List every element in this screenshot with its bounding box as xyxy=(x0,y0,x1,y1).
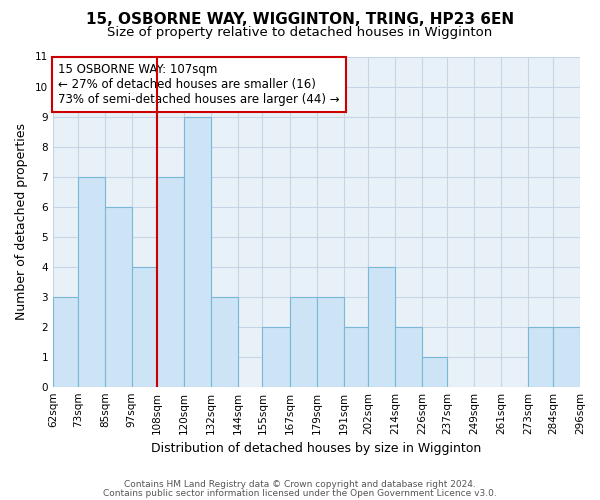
Bar xyxy=(395,326,422,386)
Bar xyxy=(184,116,211,386)
Bar xyxy=(528,326,553,386)
Text: Size of property relative to detached houses in Wigginton: Size of property relative to detached ho… xyxy=(107,26,493,39)
Text: 15 OSBORNE WAY: 107sqm
← 27% of detached houses are smaller (16)
73% of semi-det: 15 OSBORNE WAY: 107sqm ← 27% of detached… xyxy=(58,63,340,106)
Bar xyxy=(78,176,105,386)
Bar xyxy=(105,206,132,386)
Text: 15, OSBORNE WAY, WIGGINTON, TRING, HP23 6EN: 15, OSBORNE WAY, WIGGINTON, TRING, HP23 … xyxy=(86,12,514,28)
Text: Contains HM Land Registry data © Crown copyright and database right 2024.: Contains HM Land Registry data © Crown c… xyxy=(124,480,476,489)
Bar xyxy=(317,296,344,386)
Text: Contains public sector information licensed under the Open Government Licence v3: Contains public sector information licen… xyxy=(103,488,497,498)
Bar xyxy=(132,266,157,386)
Bar xyxy=(157,176,184,386)
Bar xyxy=(553,326,580,386)
Bar xyxy=(368,266,395,386)
Bar xyxy=(53,296,78,386)
Bar xyxy=(262,326,290,386)
X-axis label: Distribution of detached houses by size in Wigginton: Distribution of detached houses by size … xyxy=(151,442,482,455)
Bar xyxy=(211,296,238,386)
Y-axis label: Number of detached properties: Number of detached properties xyxy=(15,123,28,320)
Bar xyxy=(290,296,317,386)
Bar xyxy=(422,356,447,386)
Bar xyxy=(344,326,368,386)
